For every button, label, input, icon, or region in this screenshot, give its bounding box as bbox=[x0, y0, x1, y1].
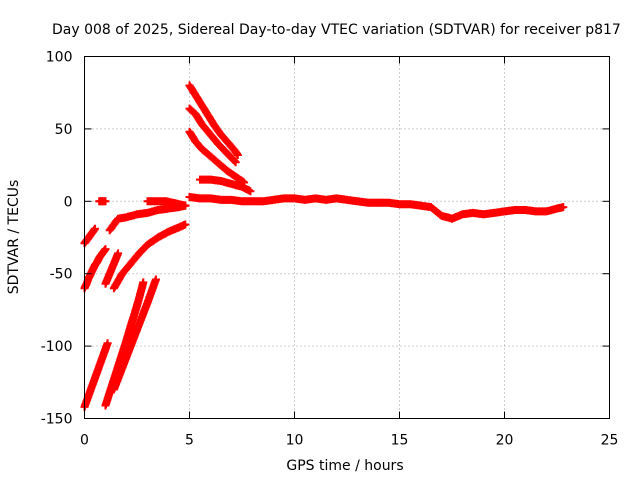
series-arc-7 bbox=[109, 275, 160, 394]
y-tick-label: 0 bbox=[64, 194, 73, 210]
series-arc-10 bbox=[143, 197, 190, 210]
data-point bbox=[91, 224, 99, 233]
data-point bbox=[246, 187, 255, 196]
series-arc-8 bbox=[109, 220, 190, 293]
plot-frame bbox=[84, 56, 610, 419]
y-axis-label: SDTVAR / TECUs bbox=[6, 180, 22, 295]
y-tick-label: 100 bbox=[46, 50, 73, 66]
x-tick-label: 25 bbox=[601, 433, 619, 449]
data-points bbox=[80, 81, 568, 411]
data-point bbox=[231, 158, 240, 167]
series-arc-1 bbox=[80, 224, 99, 248]
series-arc-4 bbox=[95, 197, 110, 206]
data-point bbox=[114, 249, 123, 258]
series-arc-12 bbox=[185, 104, 240, 167]
data-point bbox=[181, 201, 190, 210]
data-point bbox=[559, 203, 568, 212]
data-point bbox=[181, 220, 190, 229]
data-point bbox=[103, 339, 112, 348]
y-tick-label: 50 bbox=[55, 122, 73, 138]
data-point bbox=[151, 275, 160, 284]
grid-lines bbox=[84, 56, 610, 419]
axis-ticks bbox=[84, 56, 610, 419]
x-tick-label: 15 bbox=[391, 433, 409, 449]
series-arc-5 bbox=[101, 249, 123, 288]
data-point bbox=[233, 151, 242, 159]
series-arc-15 bbox=[185, 193, 568, 223]
series-arc-14 bbox=[196, 175, 255, 196]
x-axis-label: GPS time / hours bbox=[286, 458, 403, 474]
data-point bbox=[101, 245, 110, 254]
data-point bbox=[139, 278, 148, 287]
x-tick-label: 5 bbox=[185, 433, 194, 449]
series-arc-13 bbox=[185, 127, 249, 187]
x-tick-label: 20 bbox=[496, 433, 514, 449]
chart-title: Day 008 of 2025, Sidereal Day-to-day VTE… bbox=[52, 22, 621, 38]
y-tick-label: -100 bbox=[41, 339, 73, 355]
axis-tick-labels: 0 5 10 15 20 25 -150 -100 -50 0 50 100 bbox=[41, 50, 619, 449]
x-tick-label: 10 bbox=[286, 433, 304, 449]
series-arc-3 bbox=[80, 339, 112, 411]
y-tick-label: -50 bbox=[50, 267, 73, 283]
data-point bbox=[101, 197, 110, 206]
y-tick-label: -150 bbox=[41, 412, 73, 428]
x-tick-label: 0 bbox=[80, 433, 89, 449]
series-arc-11 bbox=[185, 81, 242, 159]
